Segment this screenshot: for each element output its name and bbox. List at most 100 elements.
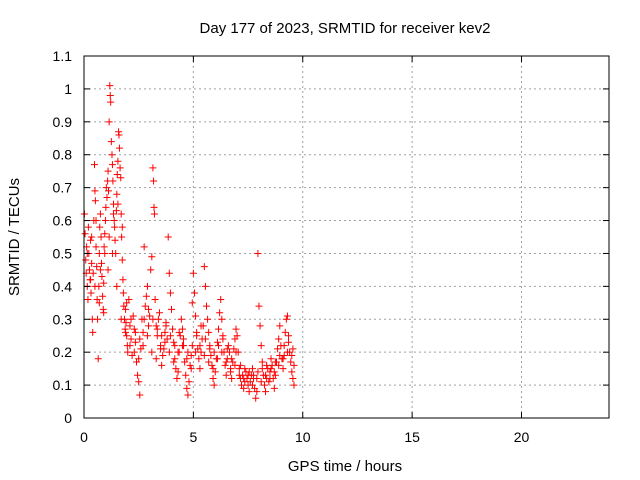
data-point — [162, 322, 170, 330]
data-point — [148, 348, 156, 356]
data-point — [117, 210, 125, 218]
data-point — [221, 361, 229, 369]
data-point — [95, 299, 103, 307]
y-tick-label: 0.9 — [53, 114, 73, 130]
data-point — [87, 276, 95, 284]
data-point — [102, 203, 110, 211]
data-point — [149, 164, 157, 172]
y-tick-label: 1 — [64, 81, 72, 97]
data-point — [223, 345, 231, 353]
data-point — [113, 190, 121, 198]
x-tick-label: 0 — [80, 429, 88, 445]
data-point — [126, 342, 134, 350]
data-point — [173, 375, 181, 383]
data-point — [148, 253, 156, 261]
data-point — [150, 177, 158, 185]
data-point — [92, 217, 100, 225]
data-point — [117, 315, 125, 323]
data-point — [289, 375, 297, 383]
data-point — [136, 391, 144, 399]
data-point — [250, 371, 258, 379]
data-point — [153, 325, 161, 333]
data-point — [150, 210, 158, 218]
data-point — [115, 144, 123, 152]
grid — [84, 56, 609, 418]
data-point — [271, 371, 279, 379]
y-tick-label: 1.1 — [53, 48, 73, 64]
data-point — [224, 342, 232, 350]
data-point — [185, 378, 193, 386]
data-point — [254, 249, 262, 257]
data-point — [101, 217, 109, 225]
data-point — [110, 217, 118, 225]
data-point — [253, 388, 261, 396]
data-point — [218, 315, 226, 323]
data-point — [281, 328, 289, 336]
data-point — [147, 266, 155, 274]
data-point — [105, 118, 113, 126]
y-tick-label: 0 — [64, 410, 72, 426]
data-point — [143, 332, 151, 340]
data-point — [280, 342, 288, 350]
data-point — [87, 289, 95, 297]
data-point — [217, 296, 225, 304]
data-point — [183, 384, 191, 392]
data-point — [165, 269, 173, 277]
data-point — [215, 325, 223, 333]
x-tick-label: 10 — [295, 429, 311, 445]
data-point — [285, 338, 293, 346]
data-point — [94, 355, 102, 363]
data-point — [108, 161, 116, 169]
data-point — [267, 355, 275, 363]
data-point — [184, 348, 192, 356]
data-point — [175, 328, 183, 336]
data-point — [209, 375, 217, 383]
chart-title: Day 177 of 2023, SRMTID for receiver kev… — [200, 20, 491, 37]
data-point — [126, 322, 134, 330]
data-point — [103, 194, 111, 202]
data-point — [107, 138, 115, 146]
data-point — [183, 355, 191, 363]
data-point — [122, 319, 130, 327]
data-point — [209, 365, 217, 373]
data-point — [96, 210, 104, 218]
data-point — [81, 230, 89, 238]
data-point — [245, 388, 253, 396]
data-point — [219, 335, 227, 343]
data-point — [100, 243, 108, 251]
data-point — [236, 361, 244, 369]
data-point — [200, 351, 208, 359]
data-point — [143, 282, 151, 290]
data-point — [188, 299, 196, 307]
data-point — [276, 322, 284, 330]
data-point — [87, 236, 95, 244]
data-point — [187, 365, 195, 373]
data-point — [290, 381, 298, 389]
data-point — [285, 332, 293, 340]
data-point — [171, 342, 179, 350]
data-point — [142, 292, 150, 300]
data-point — [206, 345, 214, 353]
data-point — [134, 371, 142, 379]
data-point — [113, 170, 121, 178]
data-point — [100, 309, 108, 317]
data-point — [114, 157, 122, 165]
data-point — [235, 371, 243, 379]
plot-frame — [83, 55, 610, 419]
data-point — [216, 309, 224, 317]
data-point — [100, 279, 108, 287]
data-point — [109, 177, 117, 185]
y-tick-label: 0.8 — [53, 147, 73, 163]
data-points — [80, 82, 298, 402]
data-point — [101, 230, 109, 238]
data-point — [165, 348, 173, 356]
data-point — [201, 335, 209, 343]
data-point — [98, 272, 106, 280]
data-point — [248, 365, 256, 373]
data-point — [210, 381, 218, 389]
data-point — [99, 292, 107, 300]
data-point — [258, 358, 266, 366]
data-point — [197, 322, 205, 330]
data-point — [192, 312, 200, 320]
data-point — [222, 371, 230, 379]
